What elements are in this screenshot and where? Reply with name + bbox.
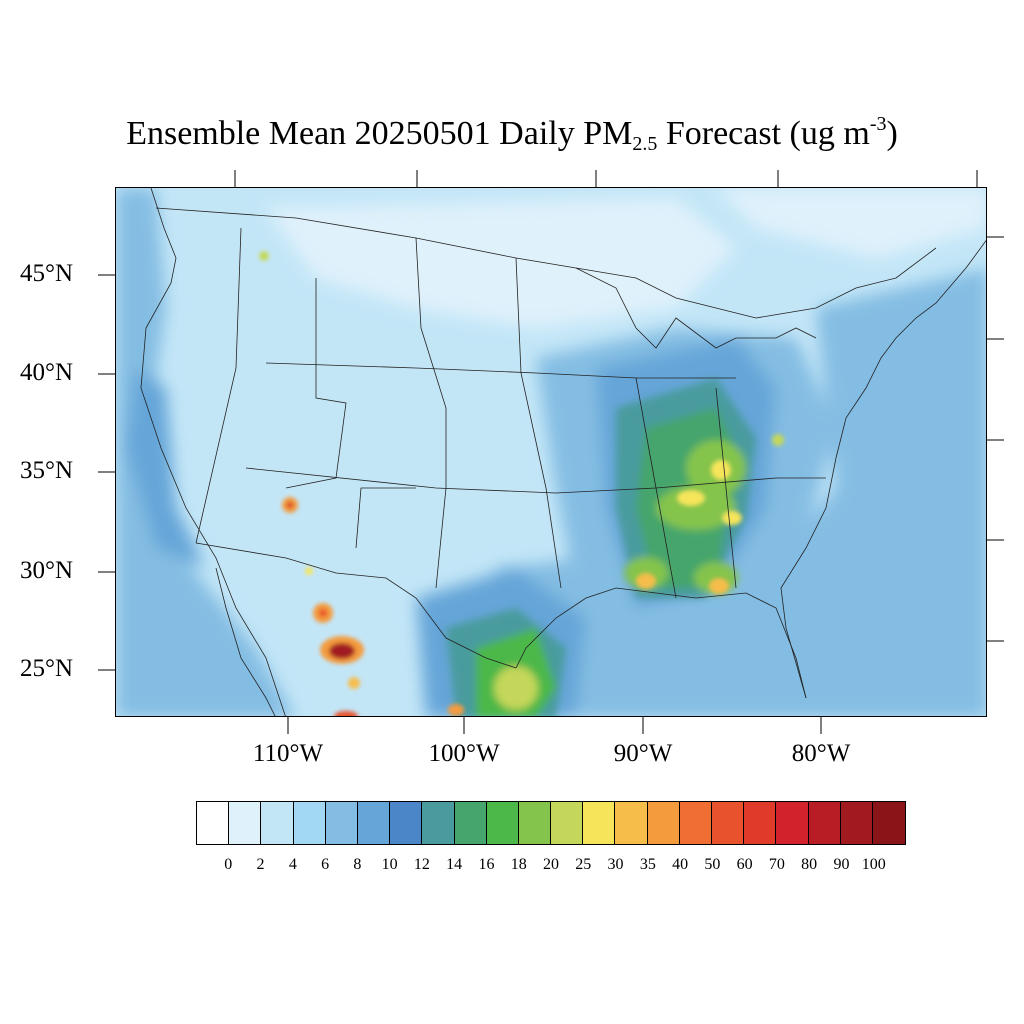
pm25-field-map: [116, 188, 986, 716]
colorbar-tick-label: 60: [736, 856, 753, 873]
colorbar-box: [454, 802, 487, 844]
field-light-north: [266, 198, 736, 328]
hotspot-mex4: [334, 711, 358, 716]
colorbar-box: [486, 802, 519, 844]
colorbar-tick-label: 14: [446, 856, 463, 873]
hotspot-wy: [305, 567, 313, 575]
gulf-coast-line: [515, 587, 807, 699]
great-lakes: [575, 267, 817, 349]
colorbar-box: [261, 802, 294, 844]
colorbar-box: [615, 802, 648, 844]
hotspot-mex1-core: [319, 609, 327, 617]
colorbar-box: [229, 802, 262, 844]
lat-label-40: 40°N: [20, 359, 74, 386]
colorbar-tick-label: 90: [833, 856, 850, 873]
colorbar-box: [744, 802, 777, 844]
colorbar-tick-label: 8: [353, 856, 362, 873]
chart-title: Ensemble Mean 20250501 Daily PM2.5 Forec…: [0, 112, 1024, 156]
colorbar-box: [357, 802, 391, 844]
colorbar-box: [776, 802, 809, 844]
colorbar-box: [422, 802, 455, 844]
boundary-lines: [140, 188, 986, 716]
hotspot-tx-yellowgreen: [494, 666, 538, 710]
map-panel: [115, 187, 987, 717]
colorbar-tick-label: 2: [256, 856, 265, 873]
title-main: Ensemble Mean 20250501 Daily PM: [126, 115, 633, 152]
colorbar-tick-label: 30: [607, 856, 624, 873]
colorbar-box: [808, 802, 841, 844]
colorbar-box: [293, 802, 326, 844]
hotspot-ga-yellow: [709, 578, 729, 594]
lat-label-25: 25°N: [20, 655, 74, 682]
colorbar-tick-label: 10: [381, 856, 398, 873]
colorbar-tick-label: 100: [861, 856, 886, 873]
colorbar-tick-label: 0: [224, 856, 233, 873]
colorbar-tick-label: 18: [510, 856, 527, 873]
colorbar-tick-label: 70: [768, 856, 785, 873]
field-pacific-coast: [126, 368, 206, 568]
colorbar-tick-label: 20: [543, 856, 559, 873]
us-mexico-border: [195, 542, 517, 669]
state-lines-9: [355, 487, 416, 549]
state-lines-4: [515, 257, 562, 589]
hotspot-va: [772, 434, 784, 446]
colorbar-box: [518, 802, 552, 844]
colorbar-tick-label: 80: [801, 856, 818, 873]
hotspot-mex5: [448, 704, 464, 716]
hotspot-mt: [259, 251, 269, 261]
title-subscript: 2.5: [632, 133, 658, 155]
lon-label-80w: 80°W: [791, 740, 851, 767]
hotspot-az-core: [287, 502, 293, 508]
hotspot-mex3: [348, 677, 360, 689]
title-end: ): [886, 115, 898, 152]
colorbar-box: [551, 802, 584, 844]
colorbar-tick-label: 6: [321, 856, 330, 873]
hotspot-nc: [722, 511, 742, 525]
state-lines-3: [415, 237, 447, 589]
state-lines-5: [265, 362, 736, 379]
hotspot-ms-yellow: [636, 573, 656, 589]
colorbar-tick-label: 4: [288, 856, 297, 873]
lat-label-35: 35°N: [20, 457, 74, 484]
west-coast-line: [140, 188, 286, 716]
field-pacific: [116, 188, 295, 716]
east-coast-line: [780, 240, 986, 699]
colorbar-tick-label: 40: [672, 856, 689, 873]
hotspot-al-yellow: [677, 490, 705, 506]
state-lines-2: [285, 278, 347, 489]
state-lines-1: [195, 227, 242, 544]
colorbar-box: [712, 802, 745, 844]
colorbar-box: [872, 802, 906, 844]
colorbar-labels: 0 2 4 6 8 10 12 14 16 18 20 25 30 35 40 50 60 70 80 90 100: [0, 856, 1024, 880]
colorbar-tick-label: 50: [704, 856, 721, 873]
state-lines-6: [245, 467, 826, 494]
field-light-northeast: [716, 188, 986, 258]
title-mid: Forecast (ug m: [657, 115, 870, 152]
colorbar-box: [583, 802, 616, 844]
lat-label-45: 45°N: [20, 260, 74, 287]
hotspot-tn-yellow: [711, 460, 731, 480]
colorbar-tick-label: 16: [478, 856, 495, 873]
colorbar: [196, 801, 906, 845]
colorbar-box: [325, 802, 358, 844]
colorbar-box: [390, 802, 423, 844]
state-lines-8: [715, 387, 737, 589]
hotspot-mex2-core: [329, 643, 355, 659]
hotspot-al-green: [656, 486, 736, 530]
colorbar-box: [197, 802, 230, 844]
lon-label-110w: 110°W: [252, 740, 324, 767]
colorbar-box: [840, 802, 873, 844]
lon-label-100w: 100°W: [428, 740, 500, 767]
baja-line: [215, 567, 276, 716]
title-superscript: -3: [869, 113, 887, 135]
colorbar-tick-label: 12: [413, 856, 430, 873]
colorbar-tick-label: 35: [639, 856, 656, 873]
colorbar-tick-label: 25: [575, 856, 592, 873]
lon-label-90w: 90°W: [613, 740, 673, 767]
colorbar-box: [679, 802, 712, 844]
colorbar-box: [647, 802, 680, 844]
state-lines-7: [635, 377, 677, 599]
lat-label-30: 30°N: [20, 557, 74, 584]
